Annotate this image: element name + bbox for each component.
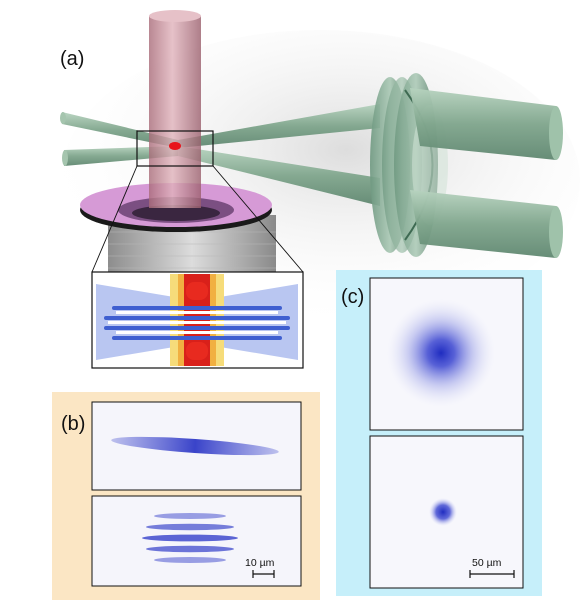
output-beam-upper (410, 88, 556, 160)
interference-inset (91, 271, 304, 369)
expanded-atom-cloud (387, 299, 495, 407)
platform-hole-inner (132, 205, 220, 221)
output-beam-end-lower (549, 206, 563, 258)
compact-atom-cloud (429, 498, 457, 526)
zoom-line-left (91, 165, 138, 273)
cylinder-texture (108, 231, 276, 269)
beam-upper-right (178, 104, 380, 148)
panel-a-illustration (60, 10, 580, 369)
beam-end-upper-left (60, 112, 66, 124)
output-beam-lower (410, 190, 556, 258)
elongated-atom-cloud (111, 436, 279, 456)
panel-c-label: (c) (341, 286, 365, 308)
panel-b-label: (b) (61, 413, 86, 435)
scale-bar-b (252, 570, 275, 578)
atom-lattice-stripes (142, 513, 238, 563)
scale-bar-c-label: 50 µm (472, 557, 502, 569)
beam-end-lower-left (62, 150, 68, 166)
panel-c (336, 270, 542, 596)
vertical-beam-top (149, 10, 201, 22)
vertical-beam (149, 16, 201, 208)
output-beam-end-upper (549, 106, 563, 160)
panel-b (52, 392, 320, 600)
beam-lower-right (178, 146, 380, 206)
zoom-box (136, 130, 214, 167)
panel-a-label: (a) (60, 48, 85, 70)
scale-bar-c (469, 570, 515, 578)
scale-bar-b-label: 10 µm (245, 557, 275, 569)
atom-cloud-marker (169, 142, 181, 150)
zoom-line-right (212, 165, 304, 273)
